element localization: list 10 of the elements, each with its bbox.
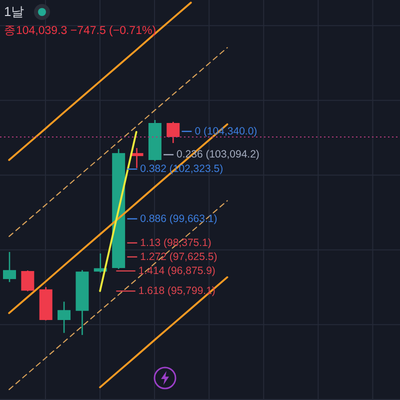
candlestick xyxy=(166,121,180,144)
chart-title: 1날 xyxy=(4,3,24,21)
candlestick xyxy=(21,270,34,292)
candlestick xyxy=(58,301,71,334)
ref-line-label: 1.272 (97,625.5) xyxy=(140,250,218,263)
text: 종104,039.3 −747.5 (−0.71%) xyxy=(4,24,156,39)
ref-line-label: 0.886 (99,663.1) xyxy=(140,212,218,225)
candlestick xyxy=(3,251,16,283)
ref-line-label: 1.13 (98,375.1) xyxy=(140,236,212,249)
ref-line-label: 1.414 (96,875.9) xyxy=(138,264,216,277)
